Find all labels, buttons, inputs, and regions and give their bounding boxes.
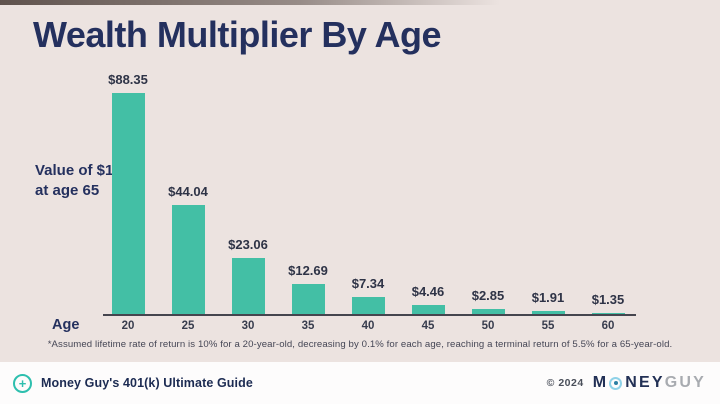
x-axis-title: Age: [52, 317, 80, 333]
x-tick-label: 45: [421, 320, 435, 332]
x-tick-label: 50: [481, 320, 495, 332]
bar-value-label: $12.69: [288, 262, 328, 278]
x-tick-label: 25: [181, 320, 195, 332]
footnote: *Assumed lifetime rate of return is 10% …: [47, 339, 673, 350]
x-tick-label: 20: [121, 320, 135, 332]
logo-text-ney: NEY: [625, 374, 665, 391]
bar-value-label: $1.35: [591, 291, 625, 307]
money-guy-plus-icon: +: [13, 373, 32, 393]
top-edge-shadow: [0, 0, 500, 5]
logo-text-m: M: [592, 374, 609, 391]
bar: [471, 308, 505, 316]
y-axis-label-line1: Value of $1: [35, 162, 114, 179]
bar-value-label: $2.85: [471, 287, 505, 303]
bar: [111, 93, 145, 316]
x-tick-label: 40: [361, 320, 375, 332]
bar-value-label: $1.91: [531, 290, 565, 306]
logo-text-guy: GUY: [664, 374, 706, 391]
bar-value-label: $44.04: [168, 183, 208, 199]
bar: [351, 297, 385, 316]
bar: [231, 257, 265, 316]
x-tick-label: 30: [241, 320, 255, 332]
footer-guide-title: Money Guy's 401(k) Ultimate Guide: [41, 376, 253, 390]
x-tick-label: 35: [301, 320, 315, 332]
copyright-text: © 2024: [546, 377, 584, 389]
x-tick-label: 60: [601, 320, 615, 332]
bar: [171, 204, 205, 316]
y-axis-label: Value of $1 at age 65: [35, 161, 113, 201]
bar-value-label: $4.46: [411, 283, 445, 299]
moneyguy-logo: M NEY GUY: [593, 374, 706, 392]
bar: [291, 283, 325, 316]
bar-value-label: $23.06: [228, 236, 268, 252]
bar: [411, 304, 445, 316]
page-title: Wealth Multiplier By Age: [33, 14, 442, 55]
x-tick-label: 55: [541, 320, 555, 332]
footer-left: + Money Guy's 401(k) Ultimate Guide: [0, 373, 547, 393]
bar: [531, 311, 565, 316]
y-axis-label-line2: at age 65: [35, 182, 100, 199]
x-axis-line: [103, 314, 636, 316]
footer-bar: + Money Guy's 401(k) Ultimate Guide © 20…: [0, 362, 720, 404]
bar-value-label: $7.34: [351, 276, 385, 292]
footer-right: © 2024 M NEY GUY: [547, 374, 720, 392]
moneyguy-o-icon: [609, 376, 623, 390]
bar-value-label: $88.35: [108, 72, 148, 87]
